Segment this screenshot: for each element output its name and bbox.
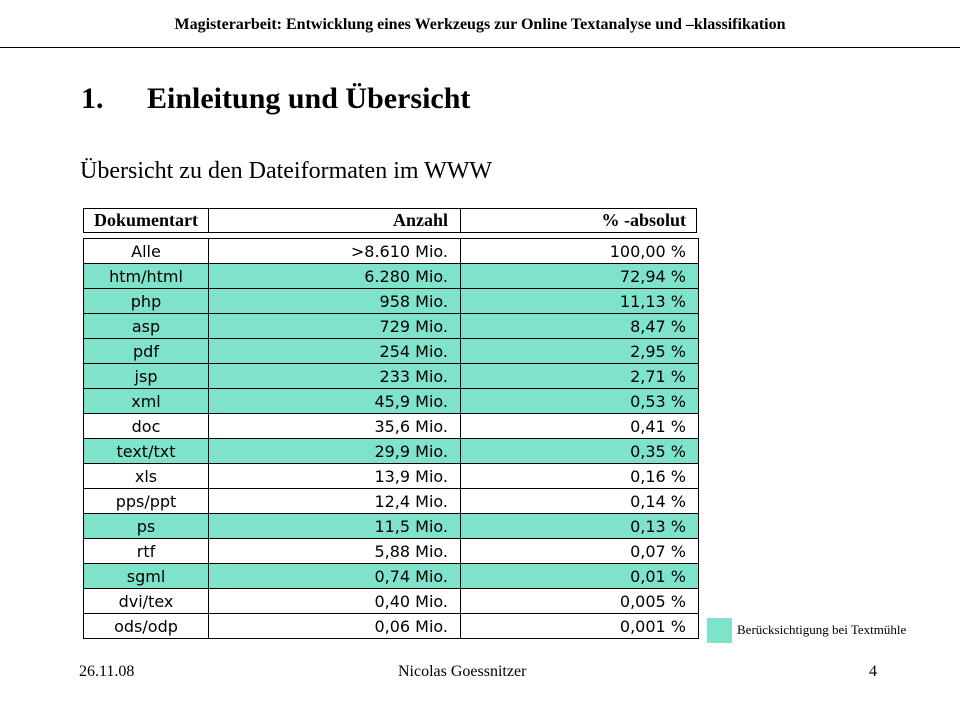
table-row: sgml 0,74 Mio. 0,01 % (84, 563, 698, 588)
cell-dokumentart: text/txt (84, 439, 209, 463)
table-row: jsp 233 Mio. 2,71 % (84, 363, 698, 388)
cell-dokumentart: doc (84, 414, 209, 438)
cell-anzahl: 0,74 Mio. (209, 564, 461, 588)
table-row: php 958 Mio. 11,13 % (84, 288, 698, 313)
cell-percent: 100,00 % (609, 241, 686, 261)
cell-anzahl: 12,4 Mio. (209, 489, 461, 513)
cell-dokumentart: ods/odp (84, 614, 209, 638)
table-row: xls 13,9 Mio. 0,16 % (84, 463, 698, 488)
cell-dokumentart: php (84, 289, 209, 313)
file-format-table: Alle >8.610 Mio. 100,00 % htm/html 6.280 Mio… (83, 238, 699, 639)
cell-dokumentart: ps (84, 514, 209, 538)
table-row: pdf 254 Mio. 2,95 % (84, 338, 698, 363)
table-row: rtf 5,88 Mio. 0,07 % (84, 538, 698, 563)
cell-anzahl: 13,9 Mio. (209, 464, 461, 488)
cell-dokumentart: Alle (84, 239, 209, 263)
table-row: dvi/tex 0,40 Mio. 0,005 % (84, 588, 698, 613)
header-divider (0, 47, 960, 48)
cell-anzahl: 35,6 Mio. (209, 414, 461, 438)
cell-anzahl: 45,9 Mio. (209, 389, 461, 413)
cell-percent: 0,35 % (630, 441, 686, 461)
cell-percent: 2,95 % (630, 341, 686, 361)
cell-anzahl: 29,9 Mio. (209, 439, 461, 463)
slide-subtitle: Übersicht zu den Dateiformaten im WWW (80, 158, 493, 184)
cell-anzahl: 0,40 Mio. (209, 589, 461, 613)
cell-percent: 0,005 % (619, 591, 686, 611)
table-row: pps/ppt 12,4 Mio. 0,14 % (84, 488, 698, 513)
section-heading: 1. Einleitung und Übersicht (81, 80, 470, 118)
cell-percent: 8,47 % (630, 316, 686, 336)
cell-anzahl: 6.280 Mio. (209, 264, 461, 288)
cell-anzahl: 958 Mio. (209, 289, 461, 313)
table-row: ps 11,5 Mio. 0,13 % (84, 513, 698, 538)
cell-dokumentart: sgml (84, 564, 209, 588)
cell-percent: 0,53 % (630, 391, 686, 411)
legend-swatch (707, 618, 732, 643)
cell-anzahl: 0,06 Mio. (209, 614, 461, 638)
cell-anzahl: 11,5 Mio. (209, 514, 461, 538)
cell-dokumentart: dvi/tex (84, 589, 209, 613)
cell-dokumentart: xls (84, 464, 209, 488)
column-header-dokumentart: Dokumentart (84, 209, 209, 232)
section-title: Einleitung und Übersicht (147, 82, 471, 115)
cell-dokumentart: rtf (84, 539, 209, 563)
cell-percent: 0,41 % (630, 416, 686, 436)
column-header-percent: % -absolut (601, 210, 686, 230)
cell-anzahl: >8.610 Mio. (209, 239, 461, 263)
footer-page-number: 4 (869, 663, 877, 680)
footer-date: 26.11.08 (79, 663, 135, 680)
cell-percent: 0,16 % (630, 466, 686, 486)
table-row: xml 45,9 Mio. 0,53 % (84, 388, 698, 413)
cell-dokumentart: asp (84, 314, 209, 338)
cell-dokumentart: pps/ppt (84, 489, 209, 513)
slide-header-title: Magisterarbeit: Entwicklung eines Werkze… (174, 16, 786, 33)
column-header-anzahl: Anzahl (209, 209, 461, 232)
cell-percent: 0,001 % (619, 616, 686, 636)
cell-dokumentart: jsp (84, 364, 209, 388)
cell-dokumentart: htm/html (84, 264, 209, 288)
section-number: 1. (81, 82, 104, 115)
cell-percent: 2,71 % (630, 366, 686, 386)
table-row: asp 729 Mio. 8,47 % (84, 313, 698, 338)
table-row: Alle >8.610 Mio. 100,00 % (84, 239, 698, 263)
cell-anzahl: 254 Mio. (209, 339, 461, 363)
table-row: doc 35,6 Mio. 0,41 % (84, 413, 698, 438)
table-row: ods/odp 0,06 Mio. 0,001 % (84, 613, 698, 638)
table-header: Dokumentart Anzahl % -absolut (83, 208, 697, 233)
footer-author: Nicolas Goessnitzer (398, 663, 527, 680)
cell-dokumentart: pdf (84, 339, 209, 363)
cell-percent: 0,07 % (630, 541, 686, 561)
cell-anzahl: 729 Mio. (209, 314, 461, 338)
table-row: text/txt 29,9 Mio. 0,35 % (84, 438, 698, 463)
cell-percent: 11,13 % (619, 291, 686, 311)
cell-percent: 0,14 % (630, 491, 686, 511)
cell-dokumentart: xml (84, 389, 209, 413)
cell-percent: 0,01 % (630, 566, 686, 586)
cell-anzahl: 233 Mio. (209, 364, 461, 388)
cell-percent: 72,94 % (619, 266, 686, 286)
legend-label: Berücksichtigung bei Textmühle (737, 622, 907, 637)
cell-anzahl: 5,88 Mio. (209, 539, 461, 563)
cell-percent: 0,13 % (630, 516, 686, 536)
table-row: htm/html 6.280 Mio. 72,94 % (84, 263, 698, 288)
